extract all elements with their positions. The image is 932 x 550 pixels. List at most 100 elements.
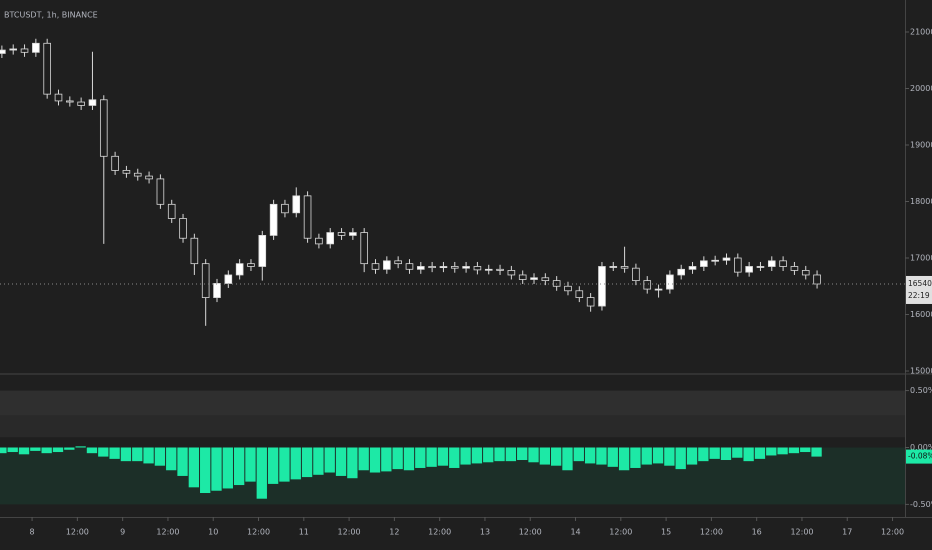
candle-body	[0, 49, 6, 54]
x-tick-label: 16	[752, 528, 762, 537]
histogram-bar	[449, 447, 460, 468]
x-tick-label: 12:00	[790, 528, 813, 537]
candle-body	[620, 266, 629, 269]
x-tick-label: 12:00	[66, 528, 89, 537]
histogram-bar	[120, 447, 132, 462]
histogram-bar	[211, 447, 222, 491]
candle-body	[66, 100, 74, 103]
y-tick-label: 0.50%	[910, 386, 932, 395]
y-tick-label: 0.00%	[910, 443, 932, 452]
candle-body	[700, 260, 708, 267]
histogram-bar	[381, 447, 392, 472]
candle-body	[360, 232, 368, 265]
candle-body	[541, 277, 550, 282]
candle-body	[371, 263, 380, 270]
histogram-bar	[788, 447, 800, 454]
histogram-bar	[200, 447, 211, 494]
histogram-bar	[233, 447, 245, 486]
candle-body	[722, 257, 731, 261]
histogram-bar	[7, 447, 18, 453]
candle-body	[32, 42, 40, 53]
histogram-bar	[392, 447, 403, 470]
histogram-bar	[607, 447, 618, 467]
x-tick-label: 8	[30, 528, 35, 537]
candle-body	[326, 232, 335, 245]
x-tick-label: 15	[661, 528, 671, 537]
histogram-bar	[800, 447, 811, 453]
countdown: 22:19	[908, 291, 930, 300]
candle-body	[518, 274, 527, 280]
candle-body	[496, 268, 504, 271]
histogram-bar	[109, 447, 120, 459]
candle-body	[801, 270, 810, 276]
candle-body	[349, 232, 357, 236]
x-tick-label: 12:00	[609, 528, 632, 537]
candle-body	[133, 172, 142, 177]
candle-body	[632, 267, 640, 282]
x-tick-label: 11	[299, 528, 309, 537]
candle-body	[9, 48, 18, 51]
band	[0, 415, 905, 438]
candle-body	[213, 283, 221, 298]
x-tick-label: 12:00	[156, 528, 179, 537]
candle-body	[281, 203, 289, 214]
histogram-bar	[324, 447, 335, 473]
histogram-bar	[267, 447, 279, 484]
y-tick-label: 17000.00	[910, 254, 932, 263]
x-tick-label: 12:00	[338, 528, 361, 537]
indicator-label-box	[906, 449, 932, 464]
histogram-bar	[403, 447, 415, 471]
histogram-bar	[437, 447, 449, 466]
candle-body	[383, 260, 391, 270]
x-tick-label: 12:00	[428, 528, 451, 537]
candle-body	[20, 48, 29, 53]
candle-body	[54, 93, 63, 102]
histogram-bar	[426, 447, 437, 467]
histogram-bar	[154, 447, 166, 466]
x-tick-label: 10	[208, 528, 218, 537]
candle-body	[507, 270, 516, 276]
candle-body	[654, 288, 663, 291]
histogram-bar	[347, 447, 358, 479]
candle-body	[745, 266, 753, 273]
histogram-bar	[415, 447, 426, 468]
histogram-bar	[64, 447, 75, 450]
histogram-bar	[777, 447, 788, 455]
candle-body	[111, 155, 119, 171]
candle-body	[394, 260, 402, 265]
candle-body	[530, 277, 538, 280]
candle-body	[43, 42, 51, 95]
histogram-bar	[686, 447, 698, 465]
candle-body	[767, 260, 776, 267]
price-label: 16540.63	[908, 279, 932, 288]
x-tick-label: 14	[570, 528, 580, 537]
histogram-bar	[720, 447, 732, 461]
candle-body	[190, 237, 199, 265]
candle-body	[450, 266, 459, 269]
candle-body	[790, 266, 799, 271]
histogram-bar	[675, 447, 686, 470]
histogram-bar	[132, 447, 143, 462]
candle-body	[609, 266, 618, 268]
y-tick-label: 15000.00	[910, 367, 932, 376]
histogram-bar	[551, 447, 562, 466]
x-tick-label: 12:00	[881, 528, 904, 537]
histogram-bar	[313, 447, 324, 475]
candle-body	[292, 195, 301, 214]
candle-body	[201, 263, 210, 298]
histogram-bar	[18, 447, 30, 455]
histogram-bar	[52, 447, 64, 453]
candle-body	[77, 101, 85, 106]
candle-body	[428, 266, 436, 269]
histogram-bar	[573, 447, 584, 462]
histogram-bar	[618, 447, 630, 471]
candle-body	[473, 266, 482, 271]
histogram-bar	[290, 447, 301, 480]
candle-body	[145, 175, 153, 180]
y-tick-label: 20000.00	[910, 84, 932, 93]
histogram-bar	[166, 447, 177, 471]
histogram-bar	[177, 447, 188, 476]
histogram-bar	[539, 447, 551, 465]
